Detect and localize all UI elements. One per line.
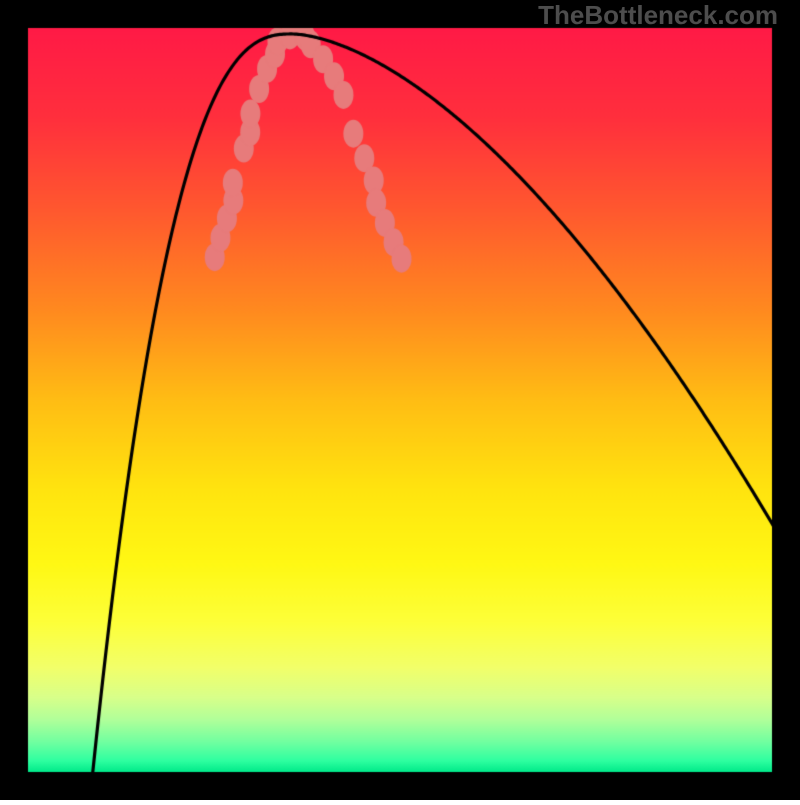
bottleneck-curve-chart: [0, 0, 800, 800]
chart-frame: TheBottleneck.com: [0, 0, 800, 800]
watermark-text: TheBottleneck.com: [538, 0, 778, 31]
